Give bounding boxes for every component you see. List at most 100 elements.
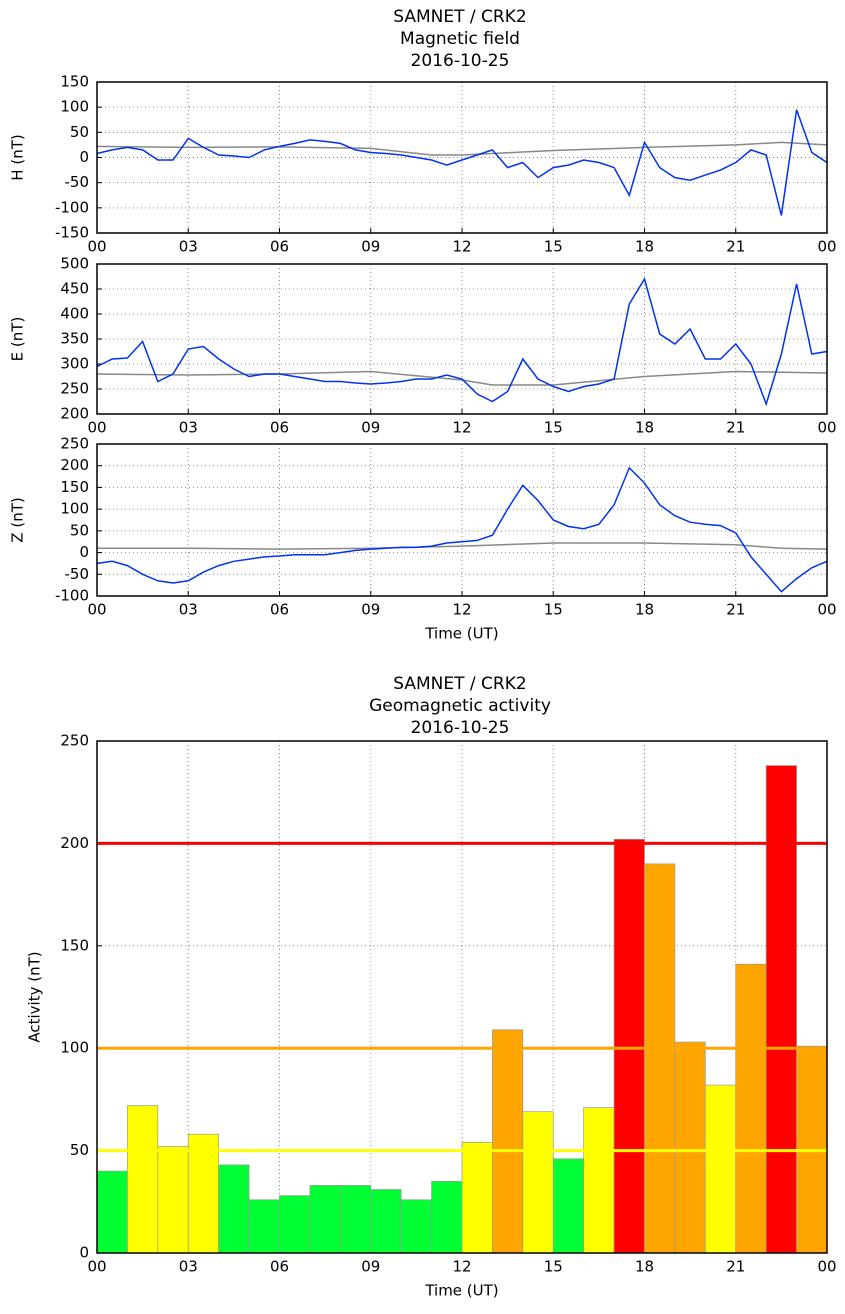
bar bbox=[187, 1133, 220, 1254]
bar bbox=[127, 1105, 159, 1254]
x-tick-label: 21 bbox=[726, 601, 745, 619]
y-axis-label: E (nT) bbox=[9, 317, 27, 362]
y-tick-label: 150 bbox=[60, 936, 89, 954]
bar bbox=[735, 963, 767, 1254]
chart-title: Geomagnetic activity bbox=[369, 696, 551, 716]
chart-title: 2016-10-25 bbox=[411, 51, 510, 71]
bar bbox=[674, 1041, 706, 1254]
x-tick-label: 00 bbox=[817, 601, 836, 619]
bar bbox=[309, 1185, 341, 1254]
chart-title: SAMNET / CRK2 bbox=[393, 7, 526, 27]
x-tick-label: 00 bbox=[87, 419, 106, 437]
line-series bbox=[97, 542, 828, 550]
x-tick-label: 09 bbox=[361, 1258, 380, 1276]
bar bbox=[552, 1158, 585, 1254]
y-tick-label: 50 bbox=[70, 123, 89, 141]
y-tick-label: 250 bbox=[60, 732, 89, 750]
x-tick-label: 21 bbox=[726, 1258, 745, 1276]
bar bbox=[218, 1164, 250, 1254]
y-tick-label: 200 bbox=[60, 456, 89, 474]
y-tick-label: 250 bbox=[60, 380, 89, 398]
y-tick-label: 0 bbox=[79, 148, 89, 166]
y-tick-label: -150 bbox=[55, 224, 89, 242]
x-tick-label: 03 bbox=[179, 419, 198, 437]
x-tick-label: 00 bbox=[87, 601, 106, 619]
y-tick-label: 350 bbox=[60, 330, 89, 348]
bar bbox=[583, 1107, 615, 1254]
y-tick-label: -50 bbox=[65, 565, 90, 583]
y-tick-label: 50 bbox=[70, 521, 89, 539]
bar bbox=[248, 1199, 280, 1254]
y-tick-label: 100 bbox=[60, 1039, 89, 1057]
y-tick-label: 150 bbox=[60, 478, 89, 496]
x-tick-label: 09 bbox=[361, 419, 380, 437]
x-tick-label: 06 bbox=[270, 601, 289, 619]
x-axis-label: Time (UT) bbox=[424, 1282, 498, 1300]
y-tick-label: -100 bbox=[55, 198, 89, 216]
x-tick-label: 15 bbox=[544, 238, 563, 256]
chart-title: Magnetic field bbox=[400, 29, 520, 49]
x-tick-label: 21 bbox=[726, 419, 745, 437]
x-tick-label: 03 bbox=[179, 601, 198, 619]
x-tick-label: 06 bbox=[270, 1258, 289, 1276]
bar bbox=[339, 1185, 372, 1254]
bar bbox=[765, 765, 797, 1254]
bar bbox=[644, 863, 676, 1254]
x-tick-label: 09 bbox=[361, 238, 380, 256]
y-tick-label: 450 bbox=[60, 280, 89, 298]
y-tick-label: 200 bbox=[60, 834, 89, 852]
x-tick-label: 12 bbox=[452, 1258, 471, 1276]
chart-title: 2016-10-25 bbox=[411, 718, 510, 738]
x-tick-label: 00 bbox=[817, 419, 836, 437]
x-tick-label: 18 bbox=[635, 419, 654, 437]
line-series bbox=[96, 109, 828, 216]
x-tick-label: 00 bbox=[87, 238, 106, 256]
y-axis-label: H (nT) bbox=[9, 134, 27, 180]
y-tick-label: -100 bbox=[55, 587, 89, 605]
bar bbox=[431, 1180, 463, 1254]
y-tick-label: 400 bbox=[60, 305, 89, 323]
y-axis-label: Activity (nT) bbox=[26, 951, 44, 1042]
x-tick-label: 18 bbox=[635, 601, 654, 619]
x-tick-label: 15 bbox=[544, 1258, 563, 1276]
bar bbox=[157, 1146, 189, 1254]
y-tick-label: 0 bbox=[79, 543, 89, 561]
y-tick-label: 250 bbox=[60, 435, 89, 453]
x-tick-label: 00 bbox=[817, 238, 836, 256]
x-tick-label: 15 bbox=[544, 419, 563, 437]
y-tick-label: 500 bbox=[60, 255, 89, 273]
x-tick-label: 15 bbox=[544, 601, 563, 619]
line-series bbox=[96, 277, 828, 407]
x-tick-label: 03 bbox=[179, 1258, 198, 1276]
x-tick-label: 12 bbox=[452, 419, 471, 437]
line-series bbox=[96, 466, 828, 593]
bar bbox=[96, 1170, 128, 1254]
chart-title: SAMNET / CRK2 bbox=[393, 674, 526, 694]
bar bbox=[370, 1189, 402, 1254]
x-tick-label: 06 bbox=[270, 419, 289, 437]
y-tick-label: 150 bbox=[60, 73, 89, 91]
bar bbox=[279, 1195, 311, 1254]
x-axis-label: Time (UT) bbox=[424, 625, 498, 643]
x-tick-label: 18 bbox=[635, 238, 654, 256]
x-tick-label: 18 bbox=[635, 1258, 654, 1276]
x-tick-label: 21 bbox=[726, 238, 745, 256]
bar bbox=[704, 1084, 737, 1254]
y-axis-label: Z (nT) bbox=[9, 497, 27, 542]
x-tick-label: 12 bbox=[452, 601, 471, 619]
x-tick-label: 09 bbox=[361, 601, 380, 619]
y-tick-label: 100 bbox=[60, 98, 89, 116]
bar bbox=[492, 1029, 524, 1254]
bar bbox=[522, 1111, 554, 1254]
x-tick-label: 12 bbox=[452, 238, 471, 256]
y-tick-label: 200 bbox=[60, 405, 89, 423]
y-tick-label: 50 bbox=[70, 1141, 89, 1159]
bar bbox=[613, 838, 645, 1254]
y-tick-label: 100 bbox=[60, 500, 89, 518]
x-tick-label: 00 bbox=[87, 1258, 106, 1276]
plot-frame bbox=[96, 81, 828, 234]
bar bbox=[400, 1199, 432, 1254]
y-tick-label: 0 bbox=[79, 1244, 89, 1262]
x-tick-label: 06 bbox=[270, 238, 289, 256]
